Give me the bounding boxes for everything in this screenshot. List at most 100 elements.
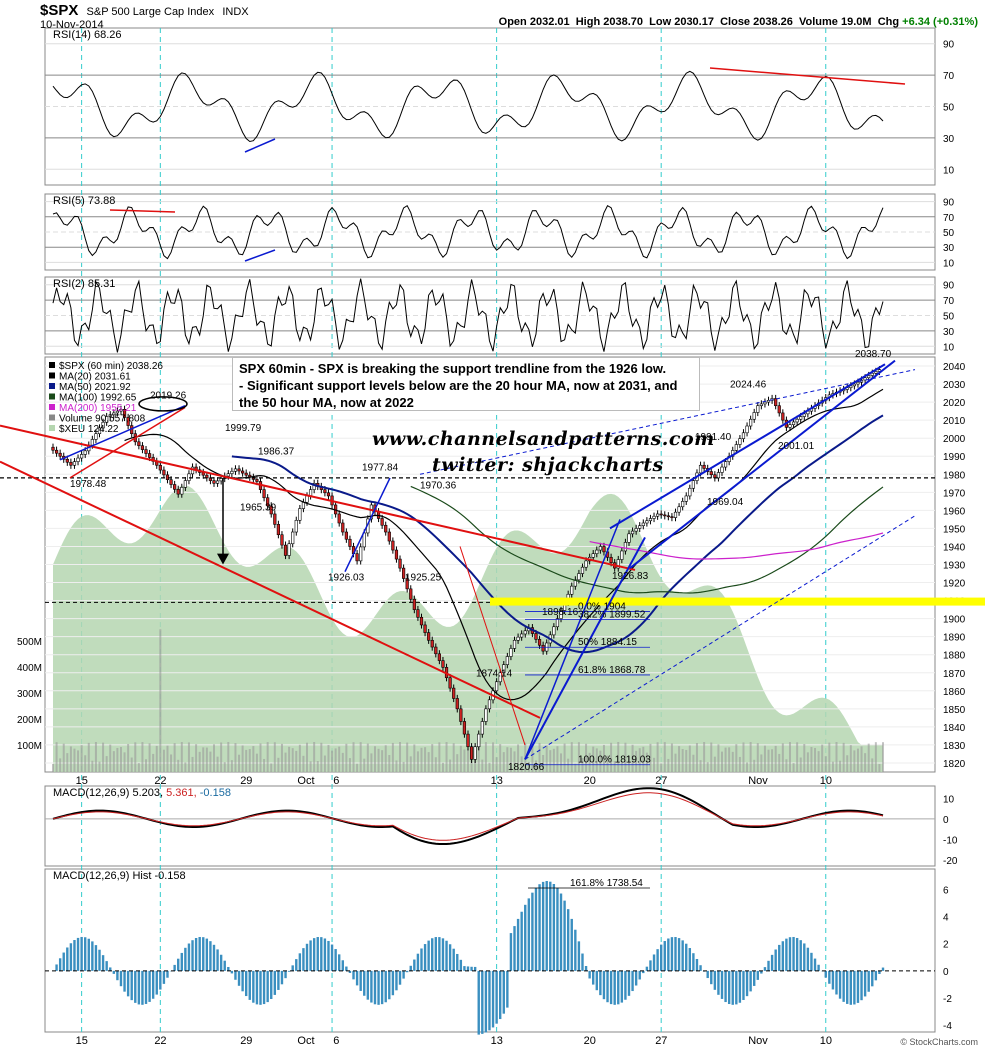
- price-ytick-1830: 1830: [943, 741, 966, 752]
- hist-bar: [531, 892, 534, 971]
- volume-bar: [699, 760, 702, 772]
- candle-body: [83, 450, 87, 455]
- hist-bar: [119, 970, 123, 987]
- hist-ytick-6: 6: [943, 885, 949, 896]
- pivot-label-3: 1977.84: [362, 463, 399, 474]
- price-ytick-1890: 1890: [943, 633, 966, 644]
- volume-bar: [259, 743, 262, 772]
- candle-body: [266, 497, 270, 507]
- hist-bar: [817, 964, 820, 971]
- candle-body: [570, 585, 574, 595]
- pivot-label-17: 2038.70: [855, 349, 892, 360]
- hist-bar: [252, 970, 255, 1003]
- hist-bar: [409, 965, 412, 971]
- candle-body: [469, 746, 474, 760]
- candle-body: [305, 495, 309, 503]
- volume-bar: [517, 744, 520, 772]
- volume-bar: [263, 758, 266, 772]
- volume-bar: [69, 746, 72, 772]
- hist-bar: [509, 933, 513, 971]
- volume-bar: [94, 742, 97, 772]
- volume-bar: [653, 757, 656, 772]
- note-line-3: the 50 hour MA, now at 2022: [239, 395, 414, 410]
- hist-bar: [109, 967, 112, 971]
- volume-bar: [87, 742, 90, 772]
- hist-bar: [770, 954, 774, 971]
- volume-bar: [606, 755, 609, 772]
- hist-bar: [194, 938, 198, 971]
- hist-bar: [259, 970, 262, 1005]
- hist-bar: [681, 940, 684, 971]
- hist-bar: [445, 940, 448, 971]
- candle-body: [716, 472, 721, 479]
- candle-body: [344, 531, 348, 540]
- rsi2-ytick-90: 90: [943, 281, 955, 292]
- volume-bar: [735, 744, 738, 772]
- rsi2-ytick-50: 50: [943, 312, 955, 323]
- hist-bar: [94, 945, 98, 971]
- hist-bar: [287, 970, 291, 972]
- hist-bar: [291, 965, 294, 971]
- volume-bar: [599, 750, 602, 772]
- ma20: [124, 388, 884, 701]
- rsi5-ytick-90: 90: [943, 198, 955, 209]
- hist-bar: [83, 937, 87, 971]
- hist-bar: [270, 970, 273, 1000]
- volume-bar: [624, 742, 627, 772]
- volume-bar: [860, 746, 863, 772]
- volume-bar: [602, 744, 605, 772]
- candle-body: [720, 466, 724, 473]
- hist-bar: [767, 960, 770, 971]
- volume-bar: [220, 742, 223, 772]
- price-ytick-1920: 1920: [943, 579, 966, 590]
- volume-bar: [424, 747, 427, 772]
- volume-bar: [492, 742, 495, 772]
- volume-bar: [542, 754, 545, 772]
- volume-bar: [334, 748, 337, 772]
- pivot-label-1: 1999.79: [225, 423, 262, 434]
- candle-body: [591, 553, 595, 558]
- hist-bar: [284, 970, 287, 979]
- hist-ytick-2: 2: [943, 940, 949, 951]
- volume-bar: [363, 758, 366, 772]
- hist-bar: [166, 970, 169, 978]
- candle-body: [115, 410, 119, 414]
- volume-bar: [631, 744, 634, 772]
- hist-bar: [123, 970, 126, 992]
- hist-bar: [413, 959, 416, 971]
- hist-bar: [688, 948, 692, 971]
- hist-bar: [667, 938, 670, 971]
- hist-bar: [588, 970, 591, 979]
- hist-bar: [520, 911, 523, 971]
- hist-bar: [745, 970, 749, 997]
- volume-bar: [284, 752, 287, 772]
- analysis-note: SPX 60min - SPX is breaking the support …: [232, 357, 700, 411]
- fib-label-4: 100.0% 1819.03: [578, 755, 651, 766]
- volume-bar: [556, 746, 559, 772]
- rsi2-ytick-10: 10: [943, 342, 955, 353]
- blue-channel-upper: [609, 363, 886, 530]
- volume-bar: [781, 743, 784, 772]
- volume-bar: [742, 742, 745, 772]
- candle-body: [283, 544, 288, 556]
- volume-bar: [112, 751, 115, 772]
- volume-bar: [821, 744, 824, 772]
- candle-body: [76, 457, 80, 462]
- volume-bar: [617, 742, 620, 772]
- volume-bar: [778, 753, 781, 772]
- volume-bar: [155, 745, 158, 772]
- candle-body: [534, 633, 538, 640]
- chart-credit: © StockCharts.com: [900, 1037, 978, 1047]
- volume-bar: [817, 751, 820, 772]
- volume-bar: [796, 742, 799, 772]
- candle-body: [774, 398, 778, 407]
- hist-bar: [692, 953, 695, 971]
- candle-body: [301, 501, 306, 509]
- volume-bar: [445, 742, 448, 772]
- red-trendline-1: [0, 424, 636, 571]
- rsi14-ytick-90: 90: [943, 40, 955, 51]
- volume-bar: [170, 754, 173, 772]
- hist-bar: [871, 970, 874, 987]
- hist-bar: [98, 949, 101, 971]
- volume-bar: [248, 749, 251, 772]
